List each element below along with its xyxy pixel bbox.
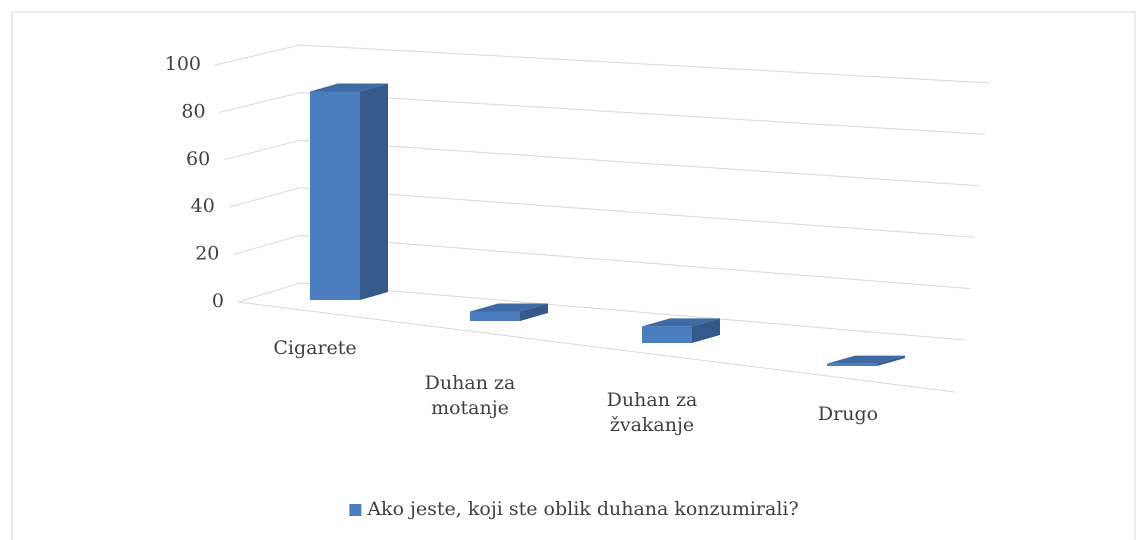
y-tick-label: 20 [195, 243, 219, 265]
legend-swatch [349, 504, 362, 516]
floor-front-edge [237, 301, 956, 393]
bar-side [877, 355, 905, 366]
grid-line [219, 92, 986, 135]
bar [310, 91, 360, 300]
y-tick-label: 100 [165, 53, 201, 75]
x-tick-label-box: Cigarete [273, 337, 357, 359]
y-tick-label: 0 [212, 290, 224, 312]
bar [470, 311, 520, 321]
y-tick-label: 40 [191, 195, 215, 217]
bar-side [360, 83, 388, 300]
x-tick-label: Duhan za žvakanje [606, 389, 698, 436]
x-tick-label-box: Drugo [817, 403, 879, 425]
bar-top [642, 318, 720, 327]
grid-line [228, 187, 976, 238]
x-tick-label: Duhan za motanje [424, 372, 516, 419]
bar-top [310, 83, 388, 92]
x-tick-label: Cigarete [273, 337, 357, 359]
y-tick-label: 80 [181, 100, 205, 122]
bar-side [692, 318, 720, 343]
chart-frame [11, 11, 1136, 540]
y-tick-label: 60 [186, 148, 210, 170]
x-tick-label: Drugo [817, 403, 879, 425]
bar [642, 326, 692, 343]
grid-line [233, 234, 971, 290]
x-tick-label-box: Duhan za motanje [424, 372, 516, 419]
legend-label: Ako jeste, koji ste oblik duhana konzumi… [366, 498, 798, 520]
bar-side [520, 303, 548, 321]
grid-line [237, 282, 966, 341]
bar-top [470, 303, 548, 312]
grid-line [214, 44, 991, 84]
bar-top [827, 355, 905, 364]
grid-line [224, 139, 981, 187]
x-tick-label-box: Duhan za žvakanje [606, 389, 698, 436]
bar [827, 363, 877, 366]
